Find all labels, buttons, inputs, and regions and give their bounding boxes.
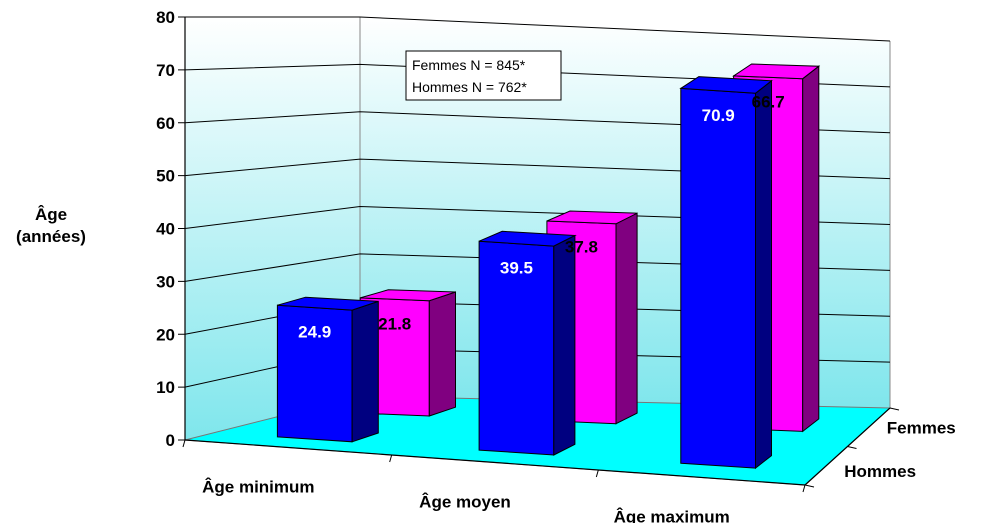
x-tick-label: Âge maximum [614, 508, 730, 523]
bar-side [615, 212, 638, 425]
data-label: 70.9 [702, 106, 735, 125]
bar-top [679, 76, 773, 94]
bar-hommes-1 [276, 296, 379, 443]
y-axis-title: Âge (années) [2, 204, 100, 248]
bar-top [546, 210, 638, 225]
bar-hommes-2 [478, 230, 577, 456]
depth-tick-mark [847, 446, 857, 449]
gridline-80 [185, 16, 891, 42]
annotation-line: Hommes N = 762* [412, 79, 527, 95]
annotation-line: Femmes N = 845* [412, 57, 526, 73]
y-tick-label: 70 [156, 61, 175, 80]
bar-side [351, 300, 379, 443]
y-tick-label: 10 [156, 378, 175, 397]
data-label: 66.7 [752, 92, 785, 111]
depth-tick-mark [804, 484, 815, 488]
bars [276, 63, 821, 470]
annotation-frame [405, 50, 562, 101]
y-tick-label: 30 [156, 272, 175, 291]
y-axis-title-line-1: Âge [34, 205, 68, 224]
y-tick-label: 0 [166, 431, 175, 450]
labels: 21.8 37.8 66.7 24.9 39.5 70.9 0 10 20 30 40 50 60 70 8… [156, 8, 956, 523]
bar-side [553, 234, 576, 456]
x-tick-label: Âge minimum [202, 478, 314, 497]
bar-side [802, 65, 820, 433]
y-tick-label: 80 [156, 8, 175, 27]
bar-top [360, 289, 456, 302]
data-label: 21.8 [378, 314, 411, 333]
bar-side [428, 291, 456, 417]
x-tick-mark [802, 484, 806, 493]
bar-hommes-3 [679, 76, 773, 470]
x-tick-mark [182, 439, 186, 448]
x-tick-label: Âge moyen [419, 493, 511, 512]
bar-side [755, 79, 772, 470]
annotation-box: Femmes N = 845* Hommes N = 762* [405, 50, 562, 101]
y-axis-title-line-2: (années) [16, 227, 86, 246]
y-tick-label: 60 [156, 114, 175, 133]
bar-top [732, 63, 821, 80]
bar-top [478, 230, 577, 247]
series-label-femmes: Femmes [887, 418, 956, 437]
y-tick-label: 20 [156, 325, 175, 344]
x-tick-mark [595, 469, 599, 478]
axes [178, 16, 900, 493]
depth-tick-mark [889, 407, 900, 411]
data-label: 37.8 [565, 237, 598, 256]
data-label: 24.9 [298, 323, 331, 342]
x-axis-line [184, 439, 806, 486]
y-tick-label: 40 [156, 220, 175, 239]
bar-front [680, 87, 756, 469]
x-tick-mark [389, 454, 393, 463]
series-label-hommes: Hommes [844, 462, 916, 481]
data-label: 39.5 [500, 259, 533, 278]
bar-top [277, 296, 379, 311]
y-tick-label: 50 [156, 167, 175, 186]
